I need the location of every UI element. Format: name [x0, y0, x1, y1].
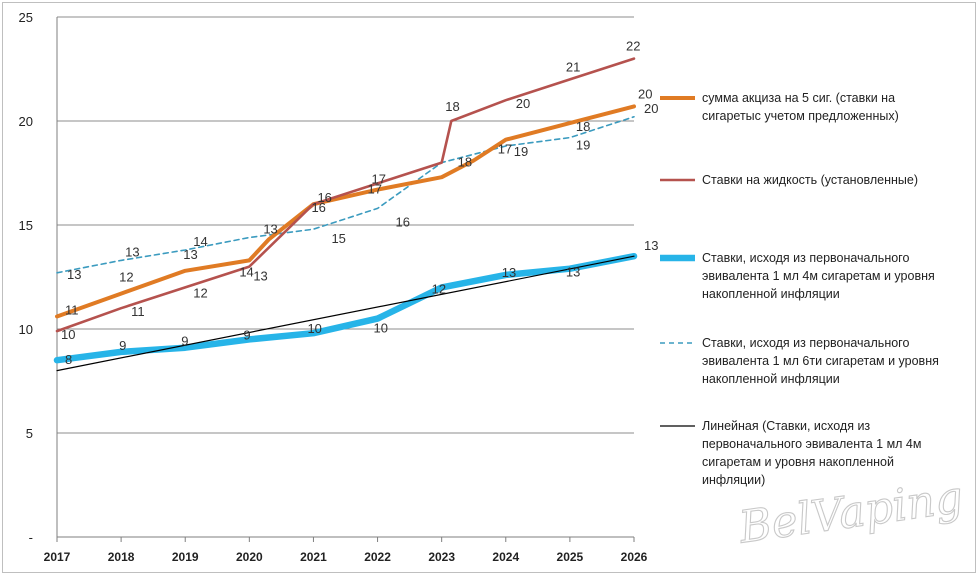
data-label-liquid: 10: [61, 327, 75, 342]
legend-label-excise: сумма акциза на 5 сиг. (ставки на: [702, 91, 895, 105]
data-label-6m: 13: [125, 244, 139, 259]
data-label-liquid: 21: [566, 59, 580, 74]
x-tick-label: 2025: [557, 550, 584, 564]
legend-label-4m: Ставки, исходя из первоначального: [702, 251, 909, 265]
data-label-liquid: 22: [626, 39, 640, 54]
data-label-liquid: 17: [368, 181, 382, 196]
data-label-4m: 13: [644, 238, 658, 253]
data-label-4m: 13: [502, 265, 516, 280]
data-label-liquid: 16: [317, 190, 331, 205]
data-label-6m: 20: [644, 101, 658, 116]
series-lines: [53, 57, 638, 372]
x-tick-label: 2020: [236, 550, 263, 564]
watermark-logo: BelVaping: [735, 472, 966, 554]
data-label-liquid: 20: [516, 96, 530, 111]
y-tick-label: 20: [19, 114, 33, 129]
x-tick-label: 2026: [621, 550, 648, 564]
legend-label-4m: накопленной инфляции: [702, 287, 840, 301]
x-tick-label: 2017: [44, 550, 71, 564]
legend-label-excise: сигаретыс учетом предложенных): [702, 109, 899, 123]
legend-label-trend: Линейная (Ставки, исходя из: [702, 419, 870, 433]
legend: сумма акциза на 5 сиг. (ставки на сигарет…: [660, 91, 939, 487]
x-tick-label: 2024: [492, 550, 519, 564]
data-label-4m: 12: [432, 281, 446, 296]
x-tick-label: 2022: [364, 550, 391, 564]
data-label-4m: 9: [119, 338, 126, 353]
series-line-4m: [53, 252, 638, 364]
data-label-excise: 14: [239, 264, 253, 279]
legend-label-trend: первоначального эвивалента 1 мл 4м: [702, 437, 921, 451]
data-label-4m: 9: [181, 334, 188, 349]
data-label-6m: 14: [193, 234, 207, 249]
legend-label-4m: эвивалента 1 мл 4м сигаретам и уровня: [702, 269, 935, 283]
data-label-4m: 13: [566, 265, 580, 280]
series-line-6m: [56, 116, 635, 274]
data-label-excise: 11: [65, 303, 79, 318]
data-label-6m: 18: [458, 155, 472, 170]
data-label-6m: 13: [263, 221, 277, 236]
data-label-6m: 16: [396, 214, 410, 229]
data-label-excise: 17: [372, 172, 386, 187]
legend-label-6m: эвивалента 1 мл 6ти сигаретам и уровня: [702, 354, 939, 368]
data-label-6m: 15: [331, 231, 345, 246]
y-tick-label: 15: [19, 218, 33, 233]
y-tick-label: -: [29, 530, 33, 545]
series-line-excise: [55, 104, 636, 319]
y-tick-label: 5: [26, 426, 33, 441]
data-label-6m: 13: [67, 267, 81, 282]
legend-label-6m: накопленной инфляции: [702, 372, 840, 386]
legend-label-trend: сигаретам и уровня накопленной: [702, 455, 894, 469]
data-label-4m: 9: [243, 327, 250, 342]
data-label-6m: 19: [514, 144, 528, 159]
legend-label-6m: Ставки, исходя из первоначального: [702, 336, 909, 350]
data-label-4m: 10: [374, 321, 388, 336]
legend-label-liquid: Ставки на жидкость (установленные): [702, 173, 918, 187]
x-tick-label: 2019: [172, 550, 199, 564]
data-label-liquid: 11: [131, 304, 145, 319]
data-label-liquid: 18: [445, 99, 459, 114]
x-tick-label: 2023: [428, 550, 455, 564]
legend-label-trend: инфляции): [702, 473, 765, 487]
data-label-excise: 16: [311, 200, 325, 215]
data-label-4m: 10: [307, 321, 321, 336]
data-label-excise: 20: [638, 86, 652, 101]
series-line-liquid: [55, 57, 636, 333]
x-tick-label: 2018: [108, 550, 135, 564]
data-label-4m: 8: [65, 352, 72, 367]
data-label-excise: 12: [119, 270, 133, 285]
data-label-excise: 18: [576, 119, 590, 134]
gridlines: [57, 16, 634, 538]
y-tick-label: 25: [19, 10, 33, 25]
data-label-excise: 17: [498, 142, 512, 157]
data-label-excise: 13: [183, 247, 197, 262]
data-label-liquid: 13: [253, 269, 267, 284]
y-tick-label: 10: [19, 322, 33, 337]
series-line-trend: [56, 255, 635, 372]
data-label-liquid: 12: [193, 285, 207, 300]
x-tick-label: 2021: [300, 550, 327, 564]
data-label-6m: 19: [576, 138, 590, 153]
